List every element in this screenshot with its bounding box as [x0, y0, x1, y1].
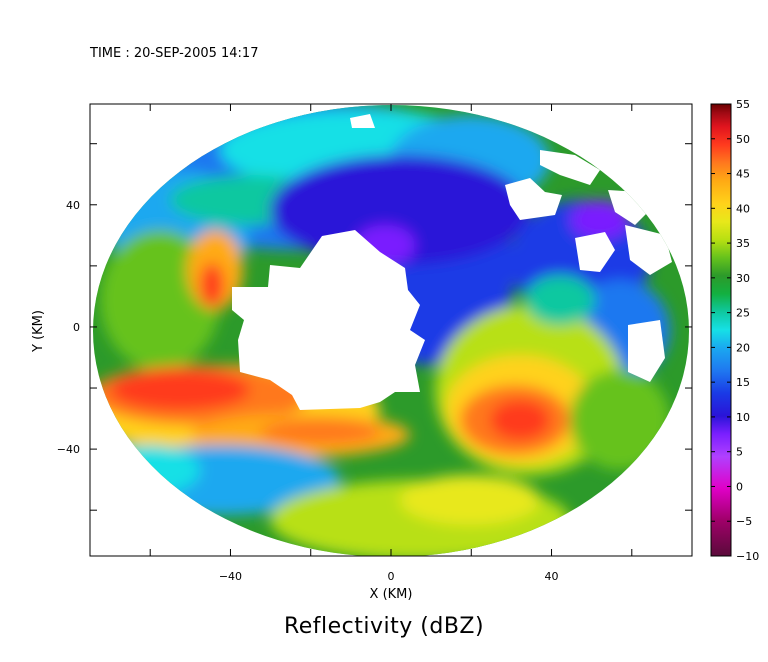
colorbar-tick-label: 0: [736, 480, 743, 493]
no-data-regions: [232, 114, 672, 410]
colorbar-tick-label: 25: [736, 307, 750, 320]
x-tick-label: −40: [219, 570, 242, 583]
x-tick-label: 0: [388, 570, 395, 583]
time-label: TIME : 20-SEP-2005 14:17: [90, 46, 259, 61]
colorbar-tick-label: 40: [736, 202, 750, 215]
colorbar-tick-label: 45: [736, 168, 750, 181]
y-tick-label: −40: [57, 443, 80, 456]
colorbar-tick-label: 15: [736, 376, 750, 389]
colorbar-tick-label: 55: [736, 98, 750, 111]
y-tick-label: 40: [66, 199, 80, 212]
colorbar-tick-label: 30: [736, 272, 750, 285]
colorbar-tick-label: 20: [736, 341, 750, 354]
chart-title: Reflectivity (dBZ): [283, 614, 485, 639]
colorbar-tick-label: 5: [736, 446, 743, 459]
x-axis-label: X (KM): [370, 587, 413, 602]
colorbar: [710, 103, 732, 557]
axis-tick-labels: −40 0 40 40 0 −40: [57, 199, 559, 583]
x-tick-label: 40: [545, 570, 559, 583]
colorbar-ticks: [711, 103, 731, 557]
colorbar-tick-label: −10: [736, 550, 759, 563]
colorbar-tick-label: 10: [736, 411, 750, 424]
colorbar-tick-label: 35: [736, 237, 750, 250]
axis-ticks: [90, 104, 692, 556]
radar-field: [93, 105, 689, 556]
y-axis-label: Y (KM): [31, 310, 46, 353]
colorbar-tick-label: 50: [736, 133, 750, 146]
colorbar-tick-label: −5: [736, 515, 752, 528]
y-tick-label: 0: [73, 321, 80, 334]
